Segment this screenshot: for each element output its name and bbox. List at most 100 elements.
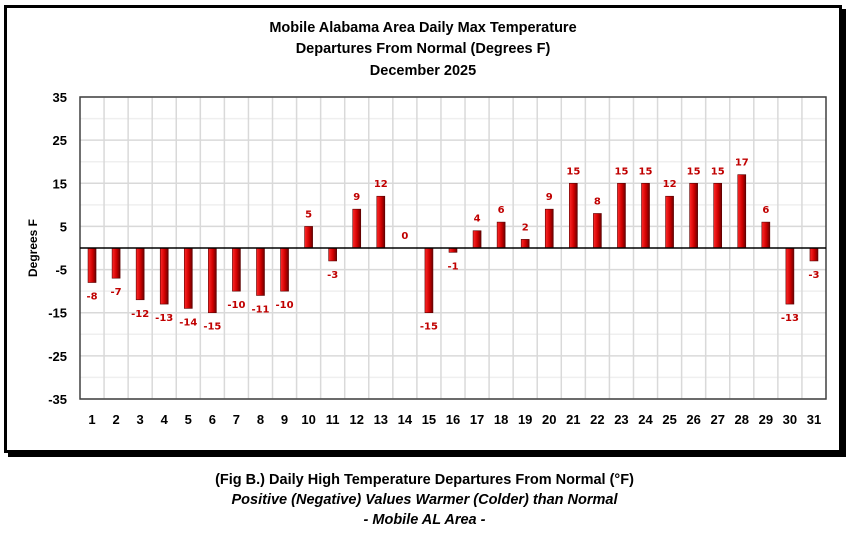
data-label-day-17: 4: [474, 214, 481, 225]
x-tick-label: 28: [735, 412, 749, 427]
x-tick-label: 31: [807, 412, 821, 427]
data-label-day-7: -10: [227, 300, 245, 311]
bar-day-22: [593, 213, 602, 249]
chart-title-line-2: Departures From Normal (Degrees F): [296, 41, 551, 57]
data-label-day-4: -13: [155, 313, 173, 324]
x-tick-label: 14: [398, 412, 413, 427]
data-label-day-2: -7: [111, 287, 122, 298]
x-tick-label: 6: [209, 412, 216, 427]
bar-day-27: [713, 182, 723, 249]
x-tick-label: 7: [233, 412, 240, 427]
data-label-day-27: 15: [711, 166, 725, 177]
data-label-day-22: 8: [594, 196, 601, 207]
bar-day-26: [689, 182, 698, 249]
y-tick-label: -5: [55, 263, 67, 278]
bar-day-9: [280, 247, 289, 292]
bar-day-12: [352, 208, 362, 249]
x-tick-label: 5: [185, 412, 192, 427]
x-tick-label: 1: [88, 412, 95, 427]
x-tick-label: 12: [350, 412, 364, 427]
data-label-day-8: -11: [251, 304, 269, 315]
x-tick-label: 26: [686, 412, 700, 427]
bar-day-3: [135, 247, 145, 301]
bar-day-20: [544, 208, 554, 249]
data-label-day-3: -12: [131, 309, 149, 320]
y-tick-label: 35: [53, 90, 67, 105]
x-tick-label: 10: [301, 412, 315, 427]
bar-day-24: [641, 182, 650, 249]
caption-line-3: - Mobile AL Area -: [363, 512, 486, 528]
data-label-day-19: 2: [522, 222, 529, 233]
data-label-day-30: -13: [781, 313, 799, 324]
bar-day-18: [496, 221, 506, 249]
data-label-day-5: -14: [179, 317, 197, 328]
caption-line-1: (Fig B.) Daily High Temperature Departur…: [215, 472, 634, 488]
bar-day-23: [617, 182, 626, 249]
x-tick-label: 16: [446, 412, 460, 427]
x-tick-label: 21: [566, 412, 580, 427]
bar-day-11: [328, 247, 337, 262]
bar-day-29: [761, 221, 771, 249]
bar-day-17: [472, 230, 482, 249]
data-label-day-31: -3: [808, 270, 819, 281]
data-label-day-15: -15: [420, 322, 438, 333]
x-tick-label: 8: [257, 412, 264, 427]
data-label-day-9: -10: [276, 300, 294, 311]
chart-title-line-3: December 2025: [370, 63, 476, 79]
bar-day-25: [665, 195, 674, 249]
y-tick-label: 5: [60, 219, 67, 234]
x-tick-label: 9: [281, 412, 288, 427]
x-tick-label: 20: [542, 412, 556, 427]
x-tick-label: 19: [518, 412, 532, 427]
bar-day-28: [737, 174, 747, 249]
data-label-day-11: -3: [327, 270, 338, 281]
bar-day-19: [520, 239, 530, 249]
bar-day-15: [424, 247, 434, 314]
bar-day-13: [376, 195, 386, 249]
data-label-day-24: 15: [639, 166, 653, 177]
x-tick-label: 30: [783, 412, 797, 427]
y-tick-label: 15: [53, 176, 67, 191]
data-label-day-14: 0: [401, 231, 408, 242]
bar-day-10: [304, 226, 313, 249]
x-tick-label: 2: [112, 412, 119, 427]
bar-day-6: [208, 247, 217, 314]
bar-day-1: [87, 247, 97, 283]
bar-day-4: [159, 247, 169, 305]
x-tick-label: 11: [326, 412, 340, 427]
x-tick-label: 3: [137, 412, 144, 427]
x-tick-label: 13: [374, 412, 388, 427]
data-label-day-26: 15: [687, 166, 701, 177]
bar-day-5: [183, 247, 193, 309]
data-label-day-13: 12: [374, 179, 388, 190]
data-label-day-25: 12: [663, 179, 677, 190]
data-label-day-12: 9: [353, 192, 360, 203]
y-axis-label: Degrees F: [26, 219, 40, 277]
bar-day-7: [232, 247, 241, 292]
x-tick-label: 18: [494, 412, 508, 427]
x-tick-label: 29: [759, 412, 773, 427]
y-tick-label: -35: [48, 392, 67, 407]
y-tick-label: 25: [53, 133, 67, 148]
data-label-day-20: 9: [546, 192, 553, 203]
data-label-day-1: -8: [86, 292, 97, 303]
x-tick-label: 22: [590, 412, 604, 427]
data-label-day-18: 6: [498, 205, 505, 216]
data-label-day-10: 5: [305, 209, 312, 220]
data-label-day-6: -15: [203, 322, 221, 333]
data-label-day-16: -1: [447, 261, 458, 272]
bar-day-31: [809, 247, 819, 262]
data-label-day-28: 17: [735, 158, 749, 169]
caption-line-2: Positive (Negative) Values Warmer (Colde…: [231, 492, 618, 508]
y-tick-label: -15: [48, 306, 67, 321]
x-tick-label: 4: [161, 412, 169, 427]
x-tick-label: 25: [662, 412, 676, 427]
x-tick-label: 23: [614, 412, 628, 427]
data-label-day-23: 15: [614, 166, 628, 177]
chart-title-line-1: Mobile Alabama Area Daily Max Temperatur…: [269, 20, 576, 36]
y-tick-label: -25: [48, 349, 67, 364]
figure-caption: (Fig B.) Daily High Temperature Departur…: [0, 470, 849, 530]
data-label-day-29: 6: [762, 205, 769, 216]
